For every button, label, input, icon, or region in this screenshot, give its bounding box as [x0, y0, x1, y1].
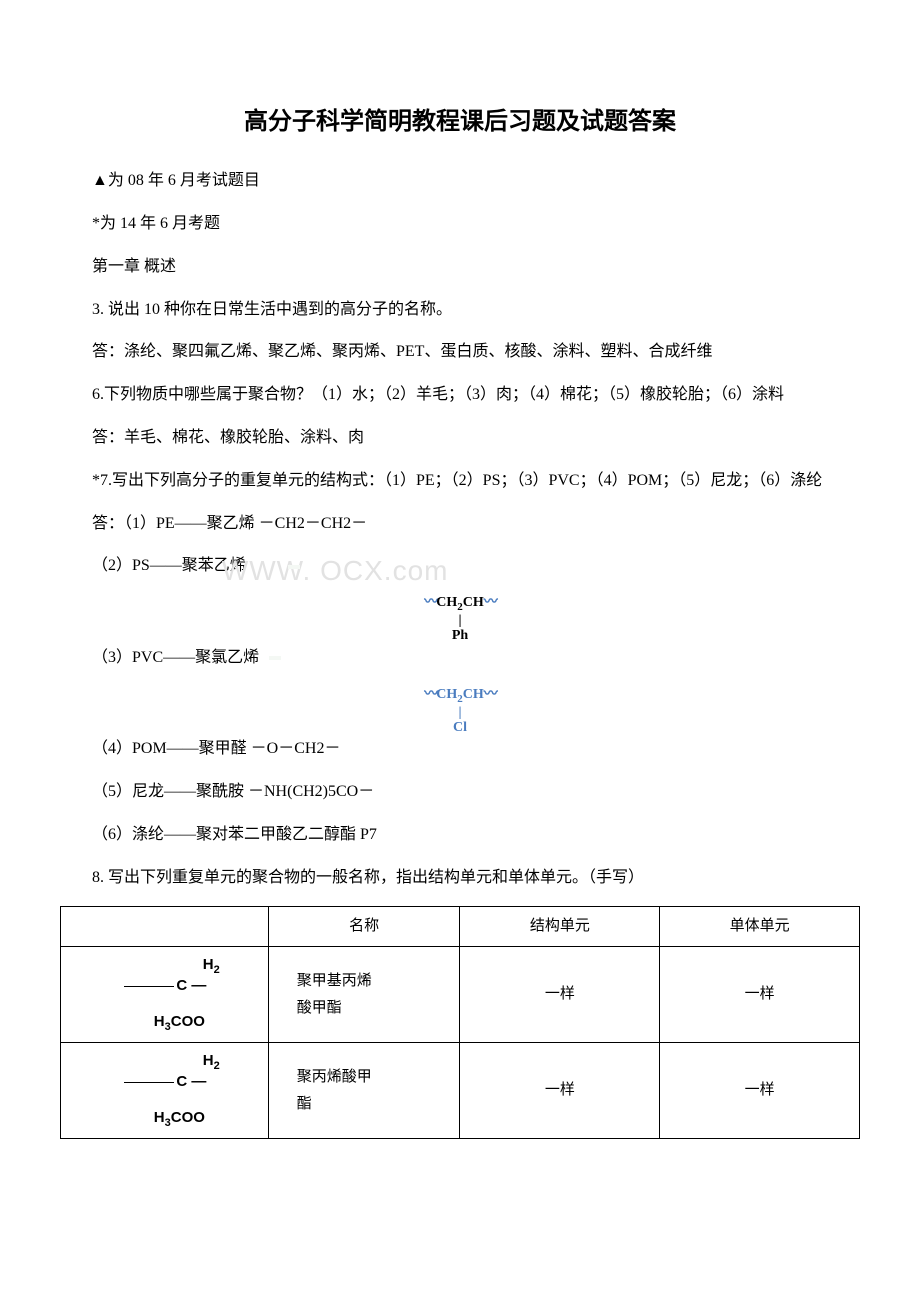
row2-c: C — [176, 1073, 187, 1090]
row2-name-l2: 酯 — [297, 1096, 312, 1112]
row2-structure-cell: H2 C — H3COO — [61, 1043, 269, 1139]
row2-monomer: 一样 — [660, 1043, 860, 1139]
table-row: H2 C — H3COO 聚甲基丙烯 酸甲酯 一样 一样 — [61, 947, 860, 1043]
q7-a1: 答：（1）PE——聚乙烯 －CH2－CH2－ — [60, 510, 860, 539]
row2-h2: H2 — [203, 1052, 220, 1069]
th-name: 名称 — [268, 907, 460, 947]
q7-a6: （6）涤纶——聚对苯二甲酸乙二醇酯 P7 — [60, 821, 860, 850]
row1-h2: H2 — [203, 956, 220, 973]
table-row: H2 C — H3COO 聚丙烯酸甲 酯 一样 一样 — [61, 1043, 860, 1139]
q7-a2-label: （2）PS——聚苯乙烯 — [92, 557, 246, 574]
row2-h3coo: H3COO — [154, 1109, 205, 1126]
note-2: *为 14 年 6 月考题 — [60, 210, 860, 239]
chapter-heading: 第一章 概述 — [60, 253, 860, 282]
q7-a3: （3）PVC——聚氯乙烯 — [60, 644, 860, 673]
row2-name-l1: 聚丙烯酸甲 — [297, 1069, 372, 1085]
row1-c: C — [176, 977, 187, 994]
note-1: ▲为 08 年 6 月考试题目 — [60, 167, 860, 196]
page-title: 高分子科学简明教程课后习题及试题答案 — [60, 100, 860, 143]
q7-a3-formula — [269, 656, 281, 660]
table-header-row: 名称 结构单元 单体单元 — [61, 907, 860, 947]
q7-a4: （4）POM——聚甲醛 －O－CH2－ — [60, 735, 860, 764]
th-blank — [61, 907, 269, 947]
th-monomer: 单体单元 — [660, 907, 860, 947]
row2-struct: 一样 — [460, 1043, 660, 1139]
row1-struct: 一样 — [460, 947, 660, 1043]
row1-h3coo: H3COO — [154, 1013, 205, 1030]
q8-table: 名称 结构单元 单体单元 H2 C — H3COO 聚甲基丙烯 酸甲酯 一样 一… — [60, 906, 860, 1139]
q7-a2: （2）PS——聚苯乙烯 WWW. OCX.com — [60, 552, 860, 581]
q8-question: 8. 写出下列重复单元的聚合物的一般名称，指出结构单元和单体单元。（手写） — [60, 864, 860, 893]
row1-name-l2: 酸甲酯 — [297, 1000, 342, 1016]
q7-question: *7.写出下列高分子的重复单元的结构式：（1）PE；（2）PS；（3）PVC；（… — [60, 467, 860, 496]
row1-name: 聚甲基丙烯 酸甲酯 — [268, 947, 460, 1043]
q3-question: 3. 说出 10 种你在日常生活中遇到的高分子的名称。 — [60, 296, 860, 325]
q6-answer: 答：羊毛、棉花、橡胶轮胎、涂料、肉 — [60, 424, 860, 453]
q7-a3-formula-bot: Cl — [453, 720, 467, 735]
th-struct: 结构单元 — [460, 907, 660, 947]
q7-a2-formula-bot: Ph — [452, 628, 468, 643]
row1-structure-cell: H2 C — H3COO — [61, 947, 269, 1043]
q6-question: 6.下列物质中哪些属于聚合物？（1）水；（2）羊毛；（3）肉；（4）棉花；（5）… — [60, 381, 860, 410]
q7-a3-label: （3）PVC——聚氯乙烯 — [92, 649, 259, 666]
q3-answer: 答：涤纶、聚四氟乙烯、聚乙烯、聚丙烯、PET、蛋白质、核酸、涂料、塑料、合成纤维 — [60, 338, 860, 367]
row1-monomer: 一样 — [660, 947, 860, 1043]
q7-a2-formula — [288, 565, 300, 569]
q7-a5: （5）尼龙——聚酰胺 －NH(CH2)5CO－ — [60, 778, 860, 807]
row1-name-l1: 聚甲基丙烯 — [297, 973, 372, 989]
row2-name: 聚丙烯酸甲 酯 — [268, 1043, 460, 1139]
